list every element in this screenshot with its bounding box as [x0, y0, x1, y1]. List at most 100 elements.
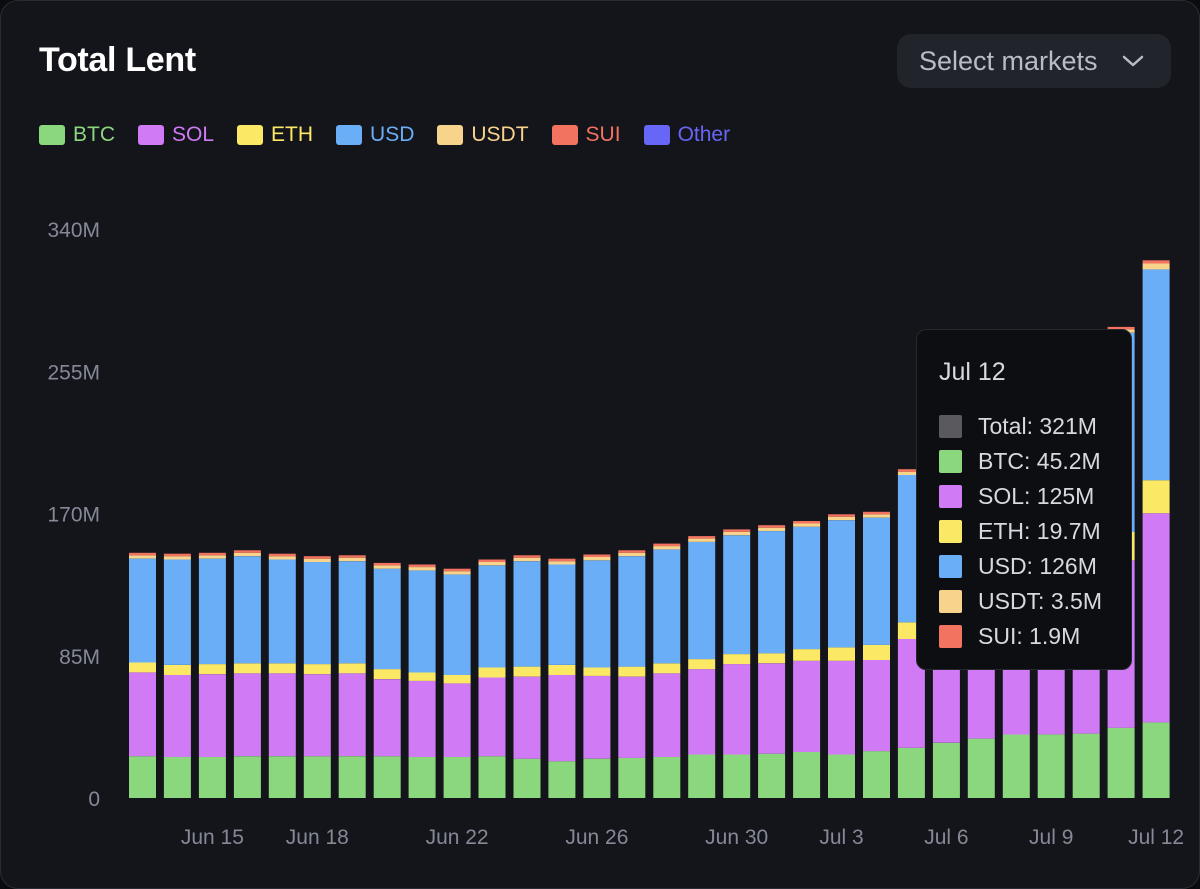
- bar-segment-sol: [1142, 513, 1170, 723]
- legend-item-usdt[interactable]: USDT: [437, 123, 529, 147]
- bar-segment-sol: [163, 675, 191, 757]
- bar-segment-eth: [129, 662, 156, 673]
- bar-segment-btc: [408, 757, 436, 798]
- x-tick-label: Jul 9: [1029, 826, 1073, 849]
- legend-swatch: [39, 125, 65, 145]
- bar-segment-btc: [793, 752, 821, 798]
- bar-segment-sol: [863, 659, 890, 752]
- bar-segment-sol: [233, 673, 261, 757]
- bar-segment-sol: [478, 677, 506, 757]
- bar-segment-usd: [723, 535, 751, 655]
- bar-segment-btc: [758, 753, 786, 798]
- bar-segment-btc: [583, 758, 611, 798]
- page-title: Total Lent: [39, 41, 196, 79]
- tooltip-swatch: [939, 520, 962, 543]
- x-tick-label: Jul 3: [819, 826, 863, 849]
- chart-tooltip: Jul 12 Total: 321M BTC: 45.2M SOL: 125M …: [916, 329, 1132, 670]
- x-tick-label: Jul 12: [1128, 826, 1184, 849]
- bar-segment-btc: [932, 742, 960, 798]
- bar-segment-usd: [583, 560, 611, 668]
- bar-segment-eth: [478, 667, 506, 678]
- bar-segment-eth: [408, 672, 436, 681]
- legend-item-other[interactable]: Other: [643, 123, 731, 147]
- bar-segment-usdt: [129, 555, 156, 559]
- y-tick-label: 170M: [47, 504, 100, 527]
- bar-segment-eth: [793, 649, 821, 661]
- legend-item-eth[interactable]: ETH: [237, 123, 313, 147]
- bar-segment-sol: [548, 675, 576, 762]
- bar-segment-usd: [1142, 269, 1170, 481]
- tooltip-text: Total: 321M: [978, 413, 1097, 439]
- bar-segment-sui: [863, 511, 890, 515]
- x-tick-label: Jun 18: [286, 826, 349, 849]
- bar-segment-eth: [338, 663, 366, 674]
- legend-item-btc[interactable]: BTC: [39, 123, 115, 147]
- bar-segment-eth: [198, 664, 226, 675]
- bar-segment-eth: [373, 669, 401, 680]
- bar-segment-sol: [268, 673, 296, 757]
- bar-segment-sui: [198, 552, 226, 556]
- bar-segment-usd: [548, 564, 576, 665]
- bar-segment-sol: [338, 673, 366, 757]
- legend-swatch: [643, 125, 670, 145]
- bar-segment-usdt: [338, 557, 366, 562]
- bar-segment-usd: [758, 531, 786, 654]
- bar-segment-usd: [338, 561, 366, 664]
- legend-label: Other: [677, 123, 731, 146]
- select-markets-button[interactable]: Select markets: [897, 34, 1171, 88]
- legend-item-sui[interactable]: SUI: [551, 123, 621, 147]
- bar-segment-btc: [1142, 722, 1170, 798]
- bar-segment-eth: [758, 653, 786, 664]
- bar-segment-eth: [723, 654, 751, 665]
- bar-segment-eth: [513, 666, 541, 677]
- x-tick-label: Jun 15: [181, 826, 244, 849]
- y-tick-label: 0: [88, 788, 100, 811]
- bar-segment-btc: [163, 757, 191, 798]
- tooltip-text: SUI: 1.9M: [978, 623, 1081, 649]
- bar-segment-usd: [513, 561, 541, 667]
- bar-segment-usd: [198, 558, 226, 665]
- bar-segment-sui: [1142, 260, 1170, 264]
- bar-segment-sui: [233, 550, 261, 553]
- bar-segment-sui: [443, 568, 471, 572]
- bar-segment-usd: [408, 570, 436, 673]
- bar-segment-btc: [548, 761, 576, 798]
- bar-segment-sui: [758, 525, 786, 528]
- bar-segment-sui: [478, 559, 506, 562]
- bar-segment-usd: [373, 568, 401, 670]
- bar-segment-usd: [268, 559, 296, 664]
- legend-swatch: [138, 125, 164, 145]
- tooltip-row-sol: SOL: 125M: [939, 479, 1131, 514]
- bar-segment-usd: [443, 574, 471, 675]
- bar-segment-sui: [583, 554, 611, 557]
- legend-swatch: [551, 125, 578, 145]
- bar-segment-sui: [513, 555, 541, 558]
- bar-segment-usdt: [443, 571, 471, 575]
- bar-segment-btc: [338, 756, 366, 798]
- bar-segment-sui: [268, 553, 296, 557]
- bar-segment-sui: [828, 514, 855, 517]
- bar-segment-eth: [1142, 480, 1170, 514]
- legend-label: BTC: [73, 123, 115, 146]
- x-tick-label: Jul 6: [924, 826, 968, 849]
- tooltip-swatch: [939, 555, 962, 578]
- bar-segment-usdt: [373, 565, 401, 569]
- tooltip-swatch: [939, 415, 962, 438]
- bar-segment-eth: [653, 663, 681, 674]
- bar-segment-usdt: [268, 556, 296, 560]
- bar-segment-sui: [653, 543, 681, 547]
- legend-label: ETH: [271, 123, 314, 146]
- tooltip-swatch: [939, 450, 962, 473]
- bar-segment-sui: [408, 564, 436, 567]
- bar-segment-sol: [653, 673, 681, 757]
- bar-segment-btc: [129, 756, 156, 798]
- tooltip-text: USDT: 3.5M: [978, 588, 1102, 614]
- bar-segment-btc: [443, 757, 471, 798]
- bar-segment-usdt: [548, 561, 576, 565]
- bar-segment-usdt: [198, 555, 226, 559]
- bar-segment-eth: [163, 665, 191, 675]
- bar-segment-usdt: [233, 552, 261, 557]
- legend-item-sol[interactable]: SOL: [138, 123, 214, 147]
- legend-item-usd[interactable]: USD: [336, 123, 414, 147]
